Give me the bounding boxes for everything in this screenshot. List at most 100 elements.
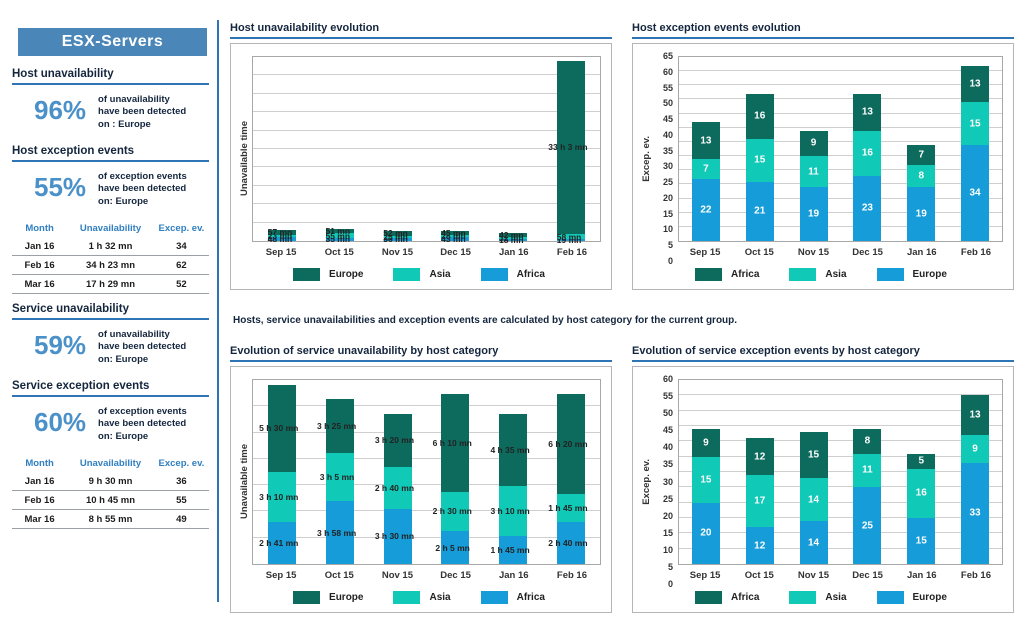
stat-service-exception-events: 60% of exception events have been detect…	[12, 397, 209, 448]
bar-segment-africa[interactable]: 36 mn	[383, 234, 412, 244]
bar-segment-asia[interactable]: 17	[745, 475, 774, 528]
bar-segment-europe[interactable]: 33	[961, 462, 990, 564]
bar-segment-asia[interactable]: 3 h 5 mn	[320, 452, 354, 502]
y-axis-label: Excep. ev.	[639, 56, 654, 261]
plot-area: 20 15 9 12 17 12 14 14 15 25 11 8 15 16 5 33 9 13	[678, 379, 1003, 565]
bar-segment-europe[interactable]: 52 mn	[383, 228, 412, 238]
bar-segment-asia[interactable]: 25 mn	[383, 232, 412, 242]
bar-segment-africa[interactable]: 7	[907, 144, 936, 165]
bar-segment-africa[interactable]: 3 h 58 mn	[317, 501, 356, 564]
bar-segment-label: 16	[861, 147, 873, 159]
bar-segment-asia[interactable]: 32 mn	[499, 233, 528, 243]
bar-segment-asia[interactable]: 16	[907, 468, 936, 518]
bar-segment-asia[interactable]: 16	[853, 130, 882, 176]
bar-segment-africa[interactable]: 2 h 40 mn	[548, 521, 588, 564]
bar-segment-europe[interactable]: 23	[853, 175, 882, 241]
bar-segment-africa[interactable]: 9	[691, 429, 720, 457]
bar-segment-europe[interactable]: 20	[691, 502, 720, 564]
bar-segment-asia[interactable]: 58 mn	[557, 232, 586, 242]
bar-segment-asia[interactable]: 11	[853, 453, 882, 488]
bar-segment-europe[interactable]: 6 h 20 mn	[548, 394, 588, 495]
bar-segment-asia[interactable]: 14	[799, 478, 828, 522]
legend-item-africa[interactable]: Africa	[480, 267, 545, 281]
gridline	[679, 425, 1002, 426]
gridline	[253, 221, 600, 223]
legend-item-europe[interactable]: Europe	[293, 590, 363, 604]
table-header-cell: Month	[25, 223, 54, 235]
bar-segment-africa[interactable]: 13	[961, 395, 990, 436]
table-cell: Feb 16	[24, 495, 55, 507]
bar-segment-africa[interactable]: 35 mn	[325, 234, 354, 244]
bar-segment-europe[interactable]: 6 h 10 mn	[433, 394, 472, 492]
bar-segment-asia[interactable]: 2 h 40 mn	[375, 466, 414, 509]
gridline	[253, 184, 600, 186]
bar-segment-africa[interactable]: 9	[799, 130, 828, 157]
chart-legend: Africa Asia Europe	[639, 584, 1003, 610]
bar-segment-asia[interactable]: 2 h 30 mn	[433, 491, 472, 532]
bar-segment-europe[interactable]: 45 mn	[441, 228, 470, 238]
legend-item-africa[interactable]: Africa	[480, 590, 545, 604]
bar-segment-africa[interactable]: 19 mn	[557, 235, 586, 245]
gridline	[679, 394, 1002, 396]
table-cell: 34	[176, 241, 187, 253]
legend-item-europe[interactable]: Europe	[876, 590, 947, 604]
bar-segment-africa[interactable]: 8	[853, 429, 882, 454]
bar-segment-europe[interactable]: 3 h 20 mn	[375, 414, 414, 467]
bar-segment-africa[interactable]: 2 h 41 mn	[259, 521, 298, 564]
bar-segment-africa[interactable]: 13	[961, 65, 990, 103]
bar-segment-africa[interactable]: 3 h 30 mn	[375, 508, 414, 564]
legend-item-africa[interactable]: Africa	[695, 590, 759, 604]
bar-segment-africa[interactable]: 15	[799, 432, 828, 479]
bar-segment-asia[interactable]: 7	[691, 158, 720, 179]
legend-item-africa[interactable]: Africa	[695, 267, 759, 281]
bar-segment-africa[interactable]: 12	[745, 438, 774, 476]
bar-segment-europe[interactable]: 21	[745, 181, 774, 241]
legend-item-europe[interactable]: Europe	[293, 267, 363, 281]
bar-segment-europe[interactable]: 3 h 25 mn	[317, 398, 356, 453]
bar-segment-europe[interactable]: 25	[853, 487, 882, 564]
host-stats-table: Month Unavailability Excep. ev. Jan 16 1 h 3…	[12, 219, 209, 295]
bar-segment-asia[interactable]: 9	[961, 435, 990, 463]
bar-segment-asia[interactable]: 1 h 45 mn	[548, 494, 588, 522]
bar-segment-africa[interactable]: 16	[745, 93, 774, 140]
bar-segment-europe[interactable]: 19	[799, 187, 828, 241]
legend-item-asia[interactable]: Asia	[789, 267, 847, 281]
bar-segment-africa[interactable]: 13	[691, 122, 720, 159]
bar-segment-asia[interactable]: 3 h 10 mn	[259, 471, 298, 522]
legend-item-asia[interactable]: Asia	[393, 267, 451, 281]
bar-segment-europe[interactable]: 34	[961, 144, 990, 241]
bar-segment-asia[interactable]: 15	[745, 139, 774, 182]
bar-segment-europe[interactable]: 22	[691, 178, 720, 241]
bar-segment-africa[interactable]: 1 h 45 mn	[490, 536, 530, 564]
bar-segment-europe[interactable]: 42 mn	[499, 230, 528, 240]
legend-item-europe[interactable]: Europe	[876, 267, 947, 281]
legend-item-asia[interactable]: Asia	[393, 590, 451, 604]
bar-segment-europe[interactable]: 15	[907, 518, 936, 564]
legend-item-asia[interactable]: Asia	[789, 590, 847, 604]
bar-segment-asia[interactable]: 15	[691, 456, 720, 503]
bar-segment-europe[interactable]: 12	[745, 527, 774, 564]
bar-segment-europe[interactable]: 4 h 35 mn	[490, 414, 530, 487]
legend-swatch	[876, 590, 904, 604]
bar-segment-africa[interactable]: 48 mn	[268, 234, 296, 244]
bar-segment-europe[interactable]: 33 h 3 mn	[548, 60, 588, 235]
bar-segment-africa[interactable]: 5	[907, 453, 936, 469]
bar-segment-asia[interactable]: 28 mn	[441, 231, 470, 241]
bar-segment-europe[interactable]: 5 h 30 mn	[259, 385, 298, 472]
bar-segment-europe[interactable]: 57 mn	[268, 227, 296, 237]
bar-segment-asia[interactable]: 3 h 10 mn	[490, 486, 530, 537]
bar-segment-africa[interactable]: 2 h 5 mn	[435, 531, 470, 564]
bar-segment-asia[interactable]: 8	[907, 164, 936, 188]
bar-segment-europe[interactable]: 19	[907, 187, 936, 241]
bar-segment-asia[interactable]: 55 mn	[325, 231, 354, 241]
bar-segment-europe[interactable]: 14	[799, 521, 828, 564]
bar-segment-africa[interactable]: 18 mn	[499, 235, 528, 245]
bar-segment-asia[interactable]: 11	[799, 156, 828, 188]
bar-segment-africa[interactable]: 43 mn	[441, 234, 470, 244]
x-axis-label: Feb 16	[556, 247, 587, 258]
table-cell: Feb 16	[24, 260, 55, 272]
bar-segment-asia[interactable]: 23 mn	[268, 231, 296, 241]
bar-segment-africa[interactable]: 13	[853, 93, 882, 131]
bar-segment-asia[interactable]: 15	[961, 102, 990, 145]
bar-segment-europe[interactable]: 51 mn	[325, 226, 354, 236]
